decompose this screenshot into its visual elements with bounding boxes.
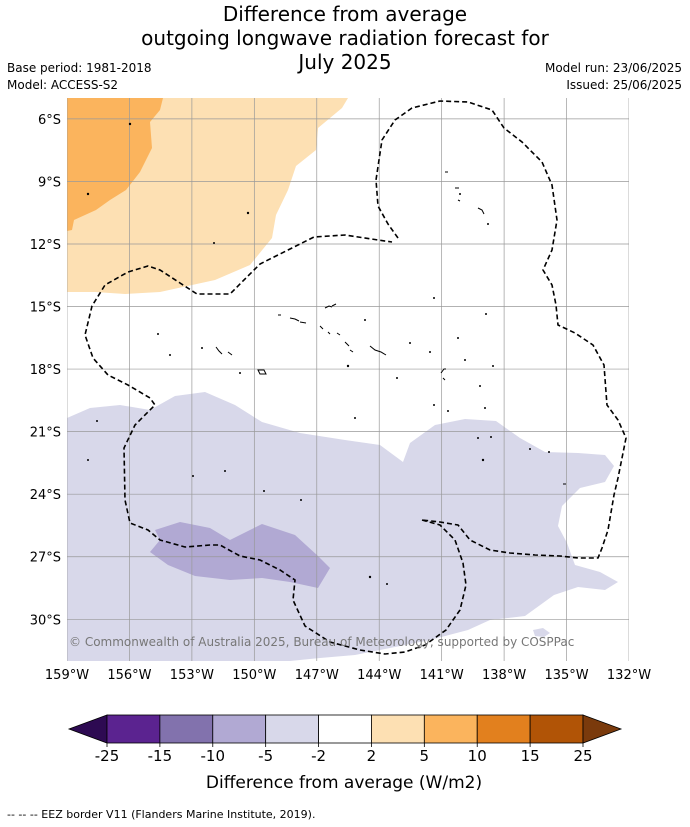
lat-label: 15°S: [30, 301, 61, 316]
colorbar-tick-label: 10: [468, 747, 487, 765]
model-run-date: Model run: 23/06/2025: [544, 61, 682, 75]
colorbar-extend-low: [67, 714, 108, 744]
anomaly-region-orange: [67, 98, 163, 231]
lon-label: 153°W: [170, 668, 214, 683]
lat-label: 24°S: [30, 488, 61, 503]
colorbar-tick-label: -15: [148, 747, 173, 765]
map-area: © Commonwealth of Australia 2025, Bureau…: [67, 98, 629, 661]
colorbar: [67, 714, 623, 744]
colorbar-segment: [529, 714, 584, 744]
eez-border: [375, 100, 627, 559]
lon-label: 156°W: [107, 668, 151, 683]
anomaly-region-light-purple: [67, 392, 618, 661]
lat-label: 18°S: [30, 363, 61, 378]
eez-footnote: -- -- -- EEZ border V11 (Flanders Marine…: [7, 808, 316, 821]
title-line-3: July 2025: [298, 50, 392, 74]
islands: [215, 171, 566, 485]
colorbar-segment: [476, 714, 531, 744]
colorbar-tick-label: -25: [95, 747, 120, 765]
lon-label: 132°W: [607, 668, 651, 683]
colorbar-segment: [318, 714, 372, 744]
colorbar-segment: [265, 714, 319, 744]
lat-label: 30°S: [30, 613, 61, 628]
lat-label: 21°S: [30, 426, 61, 441]
meta-right: Model run: 23/06/2025 Issued: 25/06/2025: [545, 60, 682, 94]
colorbar-segment: [106, 714, 161, 744]
title-line-2: outgoing longwave radiation forecast for: [141, 26, 549, 50]
colorbar-tick-label: 5: [420, 747, 430, 765]
graticule: [67, 98, 629, 661]
lon-label: 144°W: [357, 668, 401, 683]
eez-border-south: [84, 234, 467, 655]
colorbar-tick-label: 15: [521, 747, 540, 765]
colorbar-tick-label: -10: [201, 747, 226, 765]
colorbar-segment: [423, 714, 478, 744]
shelf-patch: [533, 628, 550, 637]
colorbar-tick-label: -2: [311, 747, 326, 765]
chart-title: Difference from average outgoing longwav…: [0, 2, 690, 74]
copyright-text: © Commonwealth of Australia 2025, Bureau…: [69, 635, 574, 649]
lon-label: 141°W: [420, 668, 464, 683]
meta-left: Base period: 1981-2018 Model: ACCESS-S2: [7, 60, 152, 94]
lat-label: 27°S: [30, 551, 61, 566]
colorbar-segment: [371, 714, 425, 744]
model-name: Model: ACCESS-S2: [7, 78, 119, 92]
colorbar-tick-labels: -25 -15 -10 -5 -2 2 5 10 15 25: [95, 743, 593, 765]
lat-label: 6°S: [38, 113, 61, 128]
base-period: Base period: 1981-2018: [7, 61, 152, 75]
colorbar-tick-label: -5: [258, 747, 273, 765]
title-line-1: Difference from average: [222, 2, 468, 26]
colorbar-tick-label: 2: [367, 747, 377, 765]
lon-label: 147°W: [295, 668, 339, 683]
lon-label: 150°W: [232, 668, 276, 683]
issued-date: Issued: 25/06/2025: [566, 78, 682, 92]
latitude-labels: 6°S 9°S 12°S 15°S 18°S 21°S 24°S 27°S 30°S: [30, 113, 61, 628]
lon-label: 135°W: [544, 668, 588, 683]
longitude-labels: 159°W 156°W 153°W 150°W 147°W 144°W 141°W 138°W…: [45, 668, 651, 683]
lon-label: 138°W: [482, 668, 526, 683]
lat-label: 12°S: [30, 238, 61, 253]
colorbar-title: Difference from average (W/m2): [206, 773, 482, 793]
colorbar-extend-high: [582, 714, 623, 744]
colorbar-tick-label: 25: [573, 747, 592, 765]
colorbar-segment: [212, 714, 267, 744]
lat-label: 9°S: [38, 175, 61, 190]
lon-label: 159°W: [45, 668, 89, 683]
island-dots: [86, 122, 550, 585]
colorbar-segment: [159, 714, 214, 744]
anomaly-region-purple: [150, 522, 330, 588]
